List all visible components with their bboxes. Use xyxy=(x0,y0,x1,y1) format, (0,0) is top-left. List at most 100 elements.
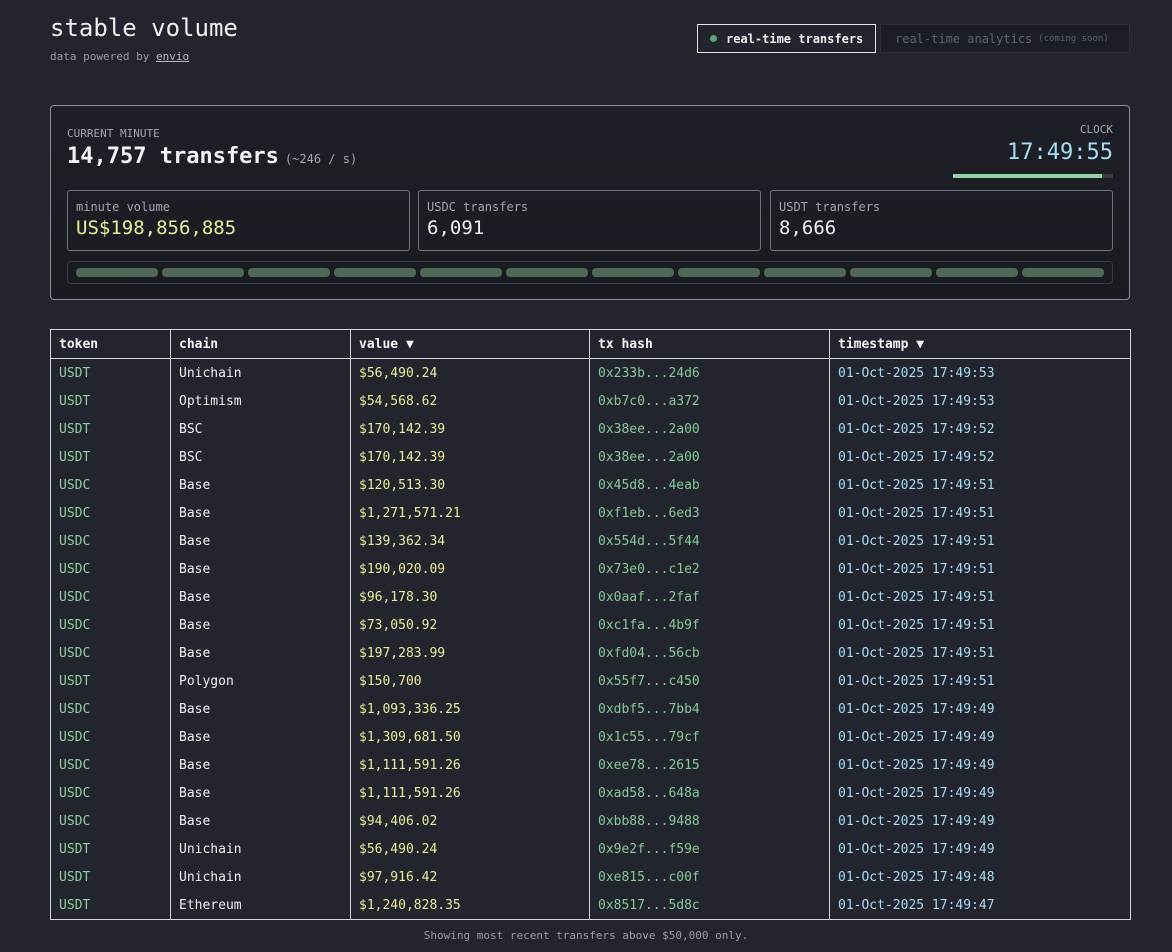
cell: 0x8517...5d8c xyxy=(589,891,830,920)
cell: USDC xyxy=(50,779,171,807)
cell: $96,178.30 xyxy=(350,583,590,611)
cell: 0xdbf5...7bb4 xyxy=(589,695,830,723)
table-row: USDC Base $1,093,336.25 0xdbf5...7bb4 01-Oct… xyxy=(50,695,1131,723)
stat-value: US$198,856,885 xyxy=(76,217,237,239)
cell: 01-Oct-2025 17:49:48 xyxy=(829,863,1131,891)
cell: 0xf1eb...6ed3 xyxy=(589,499,830,527)
cell: Optimism xyxy=(170,387,351,415)
tab-disabled: real-time analytics (coming soon) xyxy=(880,24,1130,53)
table-row: USDC Base $139,362.34 0x554d...5f44 01-Oct-2… xyxy=(50,527,1131,555)
cell: $197,283.99 xyxy=(350,639,590,667)
cell: 01-Oct-2025 17:49:49 xyxy=(829,835,1131,863)
table-row: USDC Base $1,309,681.50 0x1c55...79cf 01-Oct… xyxy=(50,723,1131,751)
stat-value: 6,091 xyxy=(427,217,485,239)
cell: $1,111,591.26 xyxy=(350,779,590,807)
cell: $54,568.62 xyxy=(350,387,590,415)
cell: USDC xyxy=(50,611,171,639)
cell: $97,916.42 xyxy=(350,863,590,891)
cell: $139,362.34 xyxy=(350,527,590,555)
cell: Base xyxy=(170,611,351,639)
cell: 01-Oct-2025 17:49:51 xyxy=(829,555,1131,583)
table-row: USDT Unichain $56,490.24 0x233b...24d6 01-Oc… xyxy=(50,358,1131,387)
cell: $1,093,336.25 xyxy=(350,695,590,723)
cell: BSC xyxy=(170,443,351,471)
subtitle: data powered by envio xyxy=(50,50,189,63)
clock: 17:49:55 xyxy=(1007,140,1113,165)
cell: Base xyxy=(170,751,351,779)
tab-label: real-time transfers xyxy=(726,31,864,46)
cell: 0xb7c0...a372 xyxy=(589,387,830,415)
cell: Base xyxy=(170,779,351,807)
cell: Unichain xyxy=(170,835,351,863)
cell: 01-Oct-2025 17:49:51 xyxy=(829,583,1131,611)
table-row: USDT Polygon $150,700 0x55f7...c450 01-Oct-2… xyxy=(50,667,1131,695)
transfer-count: 14,757 transfers (~246 / s) xyxy=(67,144,357,169)
segment xyxy=(850,268,932,277)
cell: USDC xyxy=(50,723,171,751)
cell: 01-Oct-2025 17:49:53 xyxy=(829,358,1131,387)
cell: Base xyxy=(170,527,351,555)
segment xyxy=(592,268,674,277)
table-row: USDT BSC $170,142.39 0x38ee...2a00 01-Oct-20… xyxy=(50,415,1131,443)
cell: $94,406.02 xyxy=(350,807,590,835)
column-header[interactable]: timestamp ▼ xyxy=(829,329,1131,359)
cell: $56,490.24 xyxy=(350,835,590,863)
clock-progress xyxy=(953,174,1113,178)
tab-label: real-time analytics xyxy=(895,31,1033,46)
cell: USDT xyxy=(50,835,171,863)
footer-note: Showing most recent transfers above $50,… xyxy=(423,929,749,942)
segment xyxy=(334,268,416,277)
cell: USDC xyxy=(50,583,171,611)
segment xyxy=(76,268,158,277)
cell: $190,020.09 xyxy=(350,555,590,583)
column-header[interactable]: value ▼ xyxy=(350,329,590,359)
cell: 0x73e0...c1e2 xyxy=(589,555,830,583)
segment-bar xyxy=(67,261,1113,284)
segment xyxy=(678,268,760,277)
cell: USDC xyxy=(50,499,171,527)
cell: $1,271,571.21 xyxy=(350,499,590,527)
cell: 01-Oct-2025 17:49:52 xyxy=(829,415,1131,443)
table-row: USDT Unichain $97,916.42 0xe815...c00f 01-Oc… xyxy=(50,863,1131,891)
table-row: USDC Base $1,271,571.21 0xf1eb...6ed3 01-Oct… xyxy=(50,499,1131,527)
cell: Base xyxy=(170,471,351,499)
stat-card: USDC transfers 6,091 xyxy=(418,190,761,251)
cell: $150,700 xyxy=(350,667,590,695)
cell: 0xad58...648a xyxy=(589,779,830,807)
cell: Ethereum xyxy=(170,891,351,920)
cell: 01-Oct-2025 17:49:51 xyxy=(829,667,1131,695)
segment xyxy=(248,268,330,277)
cell: 01-Oct-2025 17:49:49 xyxy=(829,695,1131,723)
cell: Base xyxy=(170,583,351,611)
cell: $1,240,828.35 xyxy=(350,891,590,920)
count-text: 14,757 transfers xyxy=(67,144,279,169)
cell: 01-Oct-2025 17:49:51 xyxy=(829,499,1131,527)
cell: $1,111,591.26 xyxy=(350,751,590,779)
cell: Base xyxy=(170,807,351,835)
tab-active[interactable]: real-time transfers xyxy=(697,24,876,53)
table-row: USDC Base $96,178.30 0x0aaf...2faf 01-Oct-20… xyxy=(50,583,1131,611)
cell: Base xyxy=(170,695,351,723)
header-row: token chain value ▼ tx hash timestamp ▼ xyxy=(50,329,1131,359)
stat-label: USDT transfers xyxy=(779,200,881,214)
subtitle-text: data powered by xyxy=(50,50,150,63)
rate: (~246 / s) xyxy=(284,152,358,166)
cell: USDT xyxy=(50,667,171,695)
cell: 01-Oct-2025 17:49:53 xyxy=(829,387,1131,415)
table-row: USDC Base $1,111,591.26 0xee78...2615 01-Oct… xyxy=(50,751,1131,779)
cell: USDT xyxy=(50,863,171,891)
stat-label: USDC transfers xyxy=(427,200,529,214)
cell: 0x233b...24d6 xyxy=(589,358,830,387)
cell: 0xbb88...9488 xyxy=(589,807,830,835)
cell: USDT xyxy=(50,443,171,471)
live-dot xyxy=(710,35,717,42)
column-header: tx hash xyxy=(589,329,830,359)
table-row: USDC Base $73,050.92 0xc1fa...4b9f 01-Oct-20… xyxy=(50,611,1131,639)
cell: USDC xyxy=(50,471,171,499)
envio-link[interactable]: envio xyxy=(155,50,190,63)
stat-label: minute volume xyxy=(76,200,170,214)
cell: 01-Oct-2025 17:49:51 xyxy=(829,611,1131,639)
table-row: USDT Unichain $56,490.24 0x9e2f...f59e 01-Oc… xyxy=(50,835,1131,863)
segment xyxy=(420,268,502,277)
